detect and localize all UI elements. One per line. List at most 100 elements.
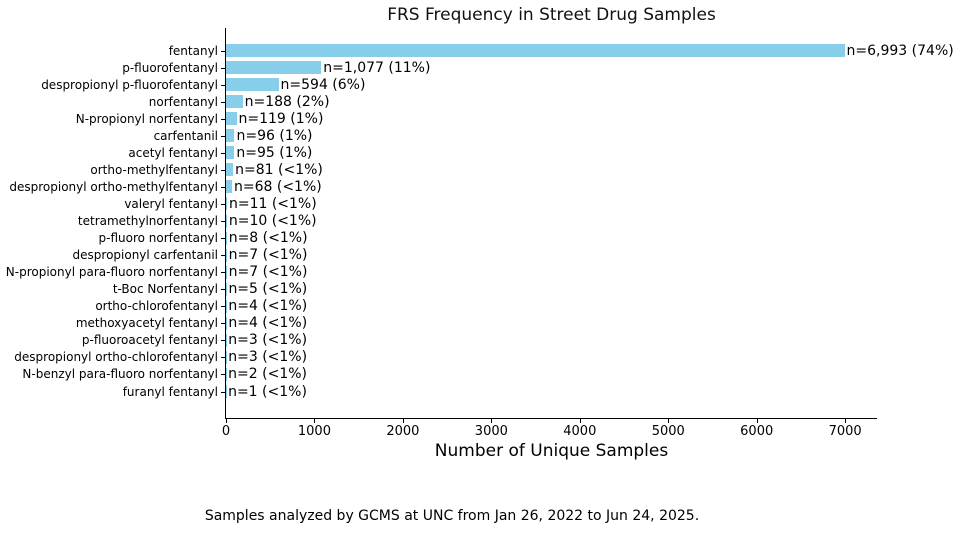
- bar-value-label: n=594 (6%): [280, 76, 366, 93]
- y-axis-spine: [225, 28, 226, 419]
- x-tick-mark: [491, 419, 493, 423]
- category-label: despropionyl ortho-methylfentanyl: [9, 179, 218, 194]
- bar: [226, 231, 227, 245]
- category-label: fentanyl: [168, 43, 218, 58]
- bar-value-label: n=188 (2%): [244, 93, 330, 110]
- y-tick-mark: [221, 272, 225, 274]
- chart-row: methoxyacetyl fentanyl n=4 (<1%): [0, 315, 960, 332]
- category-label: p-fluorofentanyl: [122, 60, 218, 75]
- bar-value-label: n=3 (<1%): [228, 349, 308, 366]
- chart-row: t-Boc Norfentanyl n=5 (<1%): [0, 281, 960, 298]
- figure-caption: Samples analyzed by GCMS at UNC from Jan…: [204, 508, 700, 524]
- category-label: ortho-chlorofentanyl: [95, 299, 218, 314]
- category-label: carfentanil: [153, 128, 218, 143]
- bar: [226, 78, 279, 92]
- bar-value-label: n=6,993 (74%): [846, 42, 954, 59]
- y-tick-mark: [221, 374, 225, 376]
- bar: [226, 146, 235, 160]
- x-tick-mark: [579, 419, 581, 423]
- x-tick-mark: [756, 419, 758, 423]
- bar-value-label: n=11 (<1%): [228, 195, 317, 212]
- y-tick-mark: [221, 152, 225, 154]
- chart-row: p-fluorofentanyl n=1,077 (11%): [0, 59, 960, 76]
- x-tick-label: 7000: [828, 424, 862, 439]
- y-tick-mark: [221, 135, 225, 137]
- x-tick-label: 0: [221, 424, 231, 439]
- chart-row: N-propionyl norfentanyl n=119 (1%): [0, 110, 960, 127]
- bar-value-label: n=4 (<1%): [228, 298, 308, 315]
- x-tick-label: 6000: [740, 424, 774, 439]
- x-tick-label: 4000: [563, 424, 597, 439]
- x-tick-mark: [668, 419, 670, 423]
- bar: [226, 248, 227, 262]
- bar-value-label: n=8 (<1%): [228, 230, 308, 247]
- category-label: N-propionyl norfentanyl: [75, 111, 218, 126]
- bar-value-label: n=7 (<1%): [228, 264, 308, 281]
- bar-value-label: n=96 (1%): [236, 127, 313, 144]
- chart-row: p-fluoro norfentanyl n=8 (<1%): [0, 230, 960, 247]
- chart-row: furanyl fentanyl n=1 (<1%): [0, 383, 960, 400]
- bar-value-label: n=4 (<1%): [228, 315, 308, 332]
- y-tick-mark: [221, 306, 225, 308]
- category-label: norfentanyl: [148, 94, 218, 109]
- category-label: acetyl fentanyl: [128, 145, 218, 160]
- chart-row: N-benzyl para-fluoro norfentanyl n=2 (<1%…: [0, 366, 960, 383]
- category-label: N-benzyl para-fluoro norfentanyl: [22, 367, 218, 382]
- bar-value-label: n=10 (<1%): [228, 213, 317, 230]
- chart-row: ortho-methylfentanyl n=81 (<1%): [0, 161, 960, 178]
- category-label: t-Boc Norfentanyl: [112, 282, 218, 297]
- y-tick-mark: [221, 255, 225, 257]
- y-tick-mark: [221, 67, 225, 69]
- x-tick-label: 2000: [386, 424, 420, 439]
- y-tick-mark: [221, 340, 225, 342]
- x-axis-spine: [225, 418, 877, 419]
- bar-value-label: n=81 (<1%): [235, 161, 323, 178]
- y-tick-mark: [221, 221, 225, 223]
- x-tick-mark: [845, 419, 847, 423]
- category-label: N-propionyl para-fluoro norfentanyl: [5, 265, 218, 280]
- chart-row: N-propionyl para-fluoro norfentanyl n=7 (…: [0, 264, 960, 281]
- x-tick-label: 3000: [474, 424, 508, 439]
- chart-row: despropionyl carfentanil n=7 (<1%): [0, 247, 960, 264]
- bar: [226, 95, 243, 109]
- bar: [226, 180, 232, 194]
- category-label: p-fluoro norfentanyl: [98, 231, 218, 246]
- category-label: methoxyacetyl fentanyl: [75, 316, 218, 331]
- category-label: furanyl fentanyl: [122, 384, 218, 399]
- y-tick-mark: [221, 289, 225, 291]
- x-tick-mark: [314, 419, 316, 423]
- chart-row: despropionyl ortho-methylfentanyl n=68 (<…: [0, 178, 960, 195]
- x-tick-mark: [226, 419, 227, 423]
- bar: [226, 163, 234, 177]
- chart-title: FRS Frequency in Street Drug Samples: [387, 5, 716, 25]
- x-tick-mark: [402, 419, 404, 423]
- bar: [226, 61, 322, 75]
- y-tick-mark: [221, 84, 225, 86]
- bar: [226, 197, 227, 211]
- bar-value-label: n=95 (1%): [236, 144, 313, 161]
- category-label: ortho-methylfentanyl: [90, 162, 218, 177]
- y-tick-mark: [221, 169, 225, 171]
- category-label: despropionyl p-fluorofentanyl: [41, 77, 218, 92]
- category-label: tetramethylnorfentanyl: [77, 214, 218, 229]
- bar-value-label: n=1 (<1%): [228, 383, 307, 400]
- y-tick-mark: [221, 101, 225, 103]
- y-tick-mark: [221, 238, 225, 240]
- bar: [226, 112, 237, 126]
- y-tick-mark: [221, 323, 225, 325]
- y-tick-mark: [221, 357, 225, 359]
- category-label: despropionyl carfentanil: [72, 248, 218, 263]
- y-tick-mark: [221, 391, 225, 393]
- bar-value-label: n=1,077 (11%): [323, 59, 431, 76]
- category-label: p-fluoroacetyl fentanyl: [81, 333, 218, 348]
- chart-row: despropionyl ortho-chlorofentanyl n=3 (<1…: [0, 349, 960, 366]
- category-label: valeryl fentanyl: [124, 196, 218, 211]
- chart-row: ortho-chlorofentanyl n=4 (<1%): [0, 298, 960, 315]
- x-tick-label: 5000: [651, 424, 685, 439]
- bar: [226, 214, 227, 228]
- chart-row: norfentanyl n=188 (2%): [0, 93, 960, 110]
- chart-row: despropionyl p-fluorofentanyl n=594 (6%): [0, 76, 960, 93]
- bar-value-label: n=68 (<1%): [234, 178, 322, 195]
